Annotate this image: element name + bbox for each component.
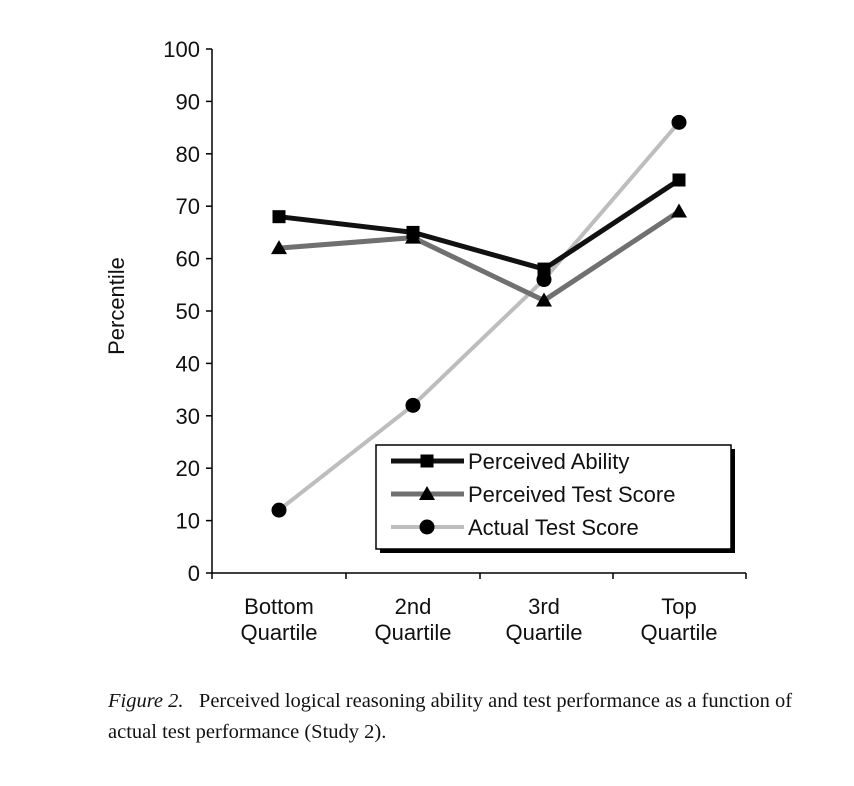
perceived-test-score-point (671, 203, 687, 218)
legend: Perceived Ability Perceived Test Score Act… (375, 444, 735, 553)
y-axis-label: Percentile (104, 257, 129, 355)
x-tick-label: Top Quartile (640, 594, 717, 645)
series-layer (271, 114, 687, 518)
series-actual-test-score (271, 114, 687, 518)
figure-caption: Figure 2. Perceived logical reasoning ab… (108, 686, 828, 748)
perceived-ability-point (672, 173, 686, 187)
perceived-ability-point (406, 225, 420, 239)
legend-label: Perceived Test Score (468, 482, 675, 507)
actual-test-score-point (536, 272, 552, 288)
y-tick-label: 90 (176, 89, 200, 114)
y-tick-label: 60 (176, 247, 200, 272)
series-perceived-ability (272, 173, 686, 276)
y-tick-label: 0 (188, 561, 200, 586)
actual-test-score-line (277, 121, 681, 512)
legend-item-perceived-test-score: Perceived Test Score (391, 482, 675, 507)
y-tick-label: 20 (176, 456, 200, 481)
caption-label: Figure 2. (108, 690, 184, 712)
perceived-ability-line (278, 177, 681, 272)
x-tick-label: 3rd Quartile (505, 594, 582, 645)
legend-box (375, 444, 732, 550)
y-tick-label: 70 (176, 194, 200, 219)
legend-marker-triangle (419, 486, 435, 500)
legend-item-actual-test-score: Actual Test Score (391, 515, 639, 540)
perceived-ability-point (272, 210, 286, 224)
legend-marker-square (420, 454, 434, 468)
y-tick-label: 40 (176, 351, 200, 376)
perceived-test-score-point (536, 292, 552, 307)
x-tick-label: Bottom Quartile (240, 594, 317, 645)
caption-text: Perceived logical reasoning ability and … (108, 690, 793, 743)
y-axis: 0 10 20 30 40 50 60 70 80 90 100 (163, 37, 213, 586)
legend-item-perceived-ability: Perceived Ability (391, 449, 629, 474)
perceived-ability-point (537, 262, 551, 276)
y-tick-label: 50 (176, 299, 200, 324)
y-tick-label: 80 (176, 142, 200, 167)
legend-items: Perceived Ability Perceived Test Score Act… (391, 449, 675, 540)
line-chart: 0 10 20 30 40 50 60 70 80 90 100 Bottom Quartile 2nd… (104, 37, 747, 645)
x-tick-label: 2nd Quartile (374, 594, 451, 645)
legend-marker-circle (419, 519, 435, 535)
legend-label: Actual Test Score (468, 515, 639, 540)
actual-test-score-point (671, 114, 687, 130)
y-tick-label: 100 (163, 37, 200, 62)
legend-label: Perceived Ability (468, 449, 629, 474)
actual-test-score-point (405, 397, 421, 413)
perceived-test-score-point (271, 240, 287, 255)
y-tick-label: 30 (176, 404, 200, 429)
x-axis: Bottom Quartile 2nd Quartile 3rd Quartile Top Q… (211, 572, 747, 645)
actual-test-score-point (271, 502, 287, 518)
perceived-test-score-line (278, 209, 681, 304)
series-perceived-test-score (271, 203, 687, 307)
y-tick-label: 10 (176, 509, 200, 534)
